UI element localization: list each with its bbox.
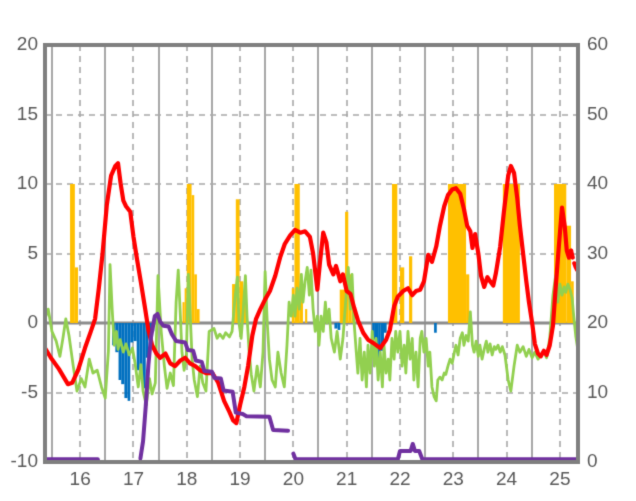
- weather-chart: 積雪以外 西興部 積雪: [0, 0, 636, 501]
- plot-canvas: [0, 0, 636, 501]
